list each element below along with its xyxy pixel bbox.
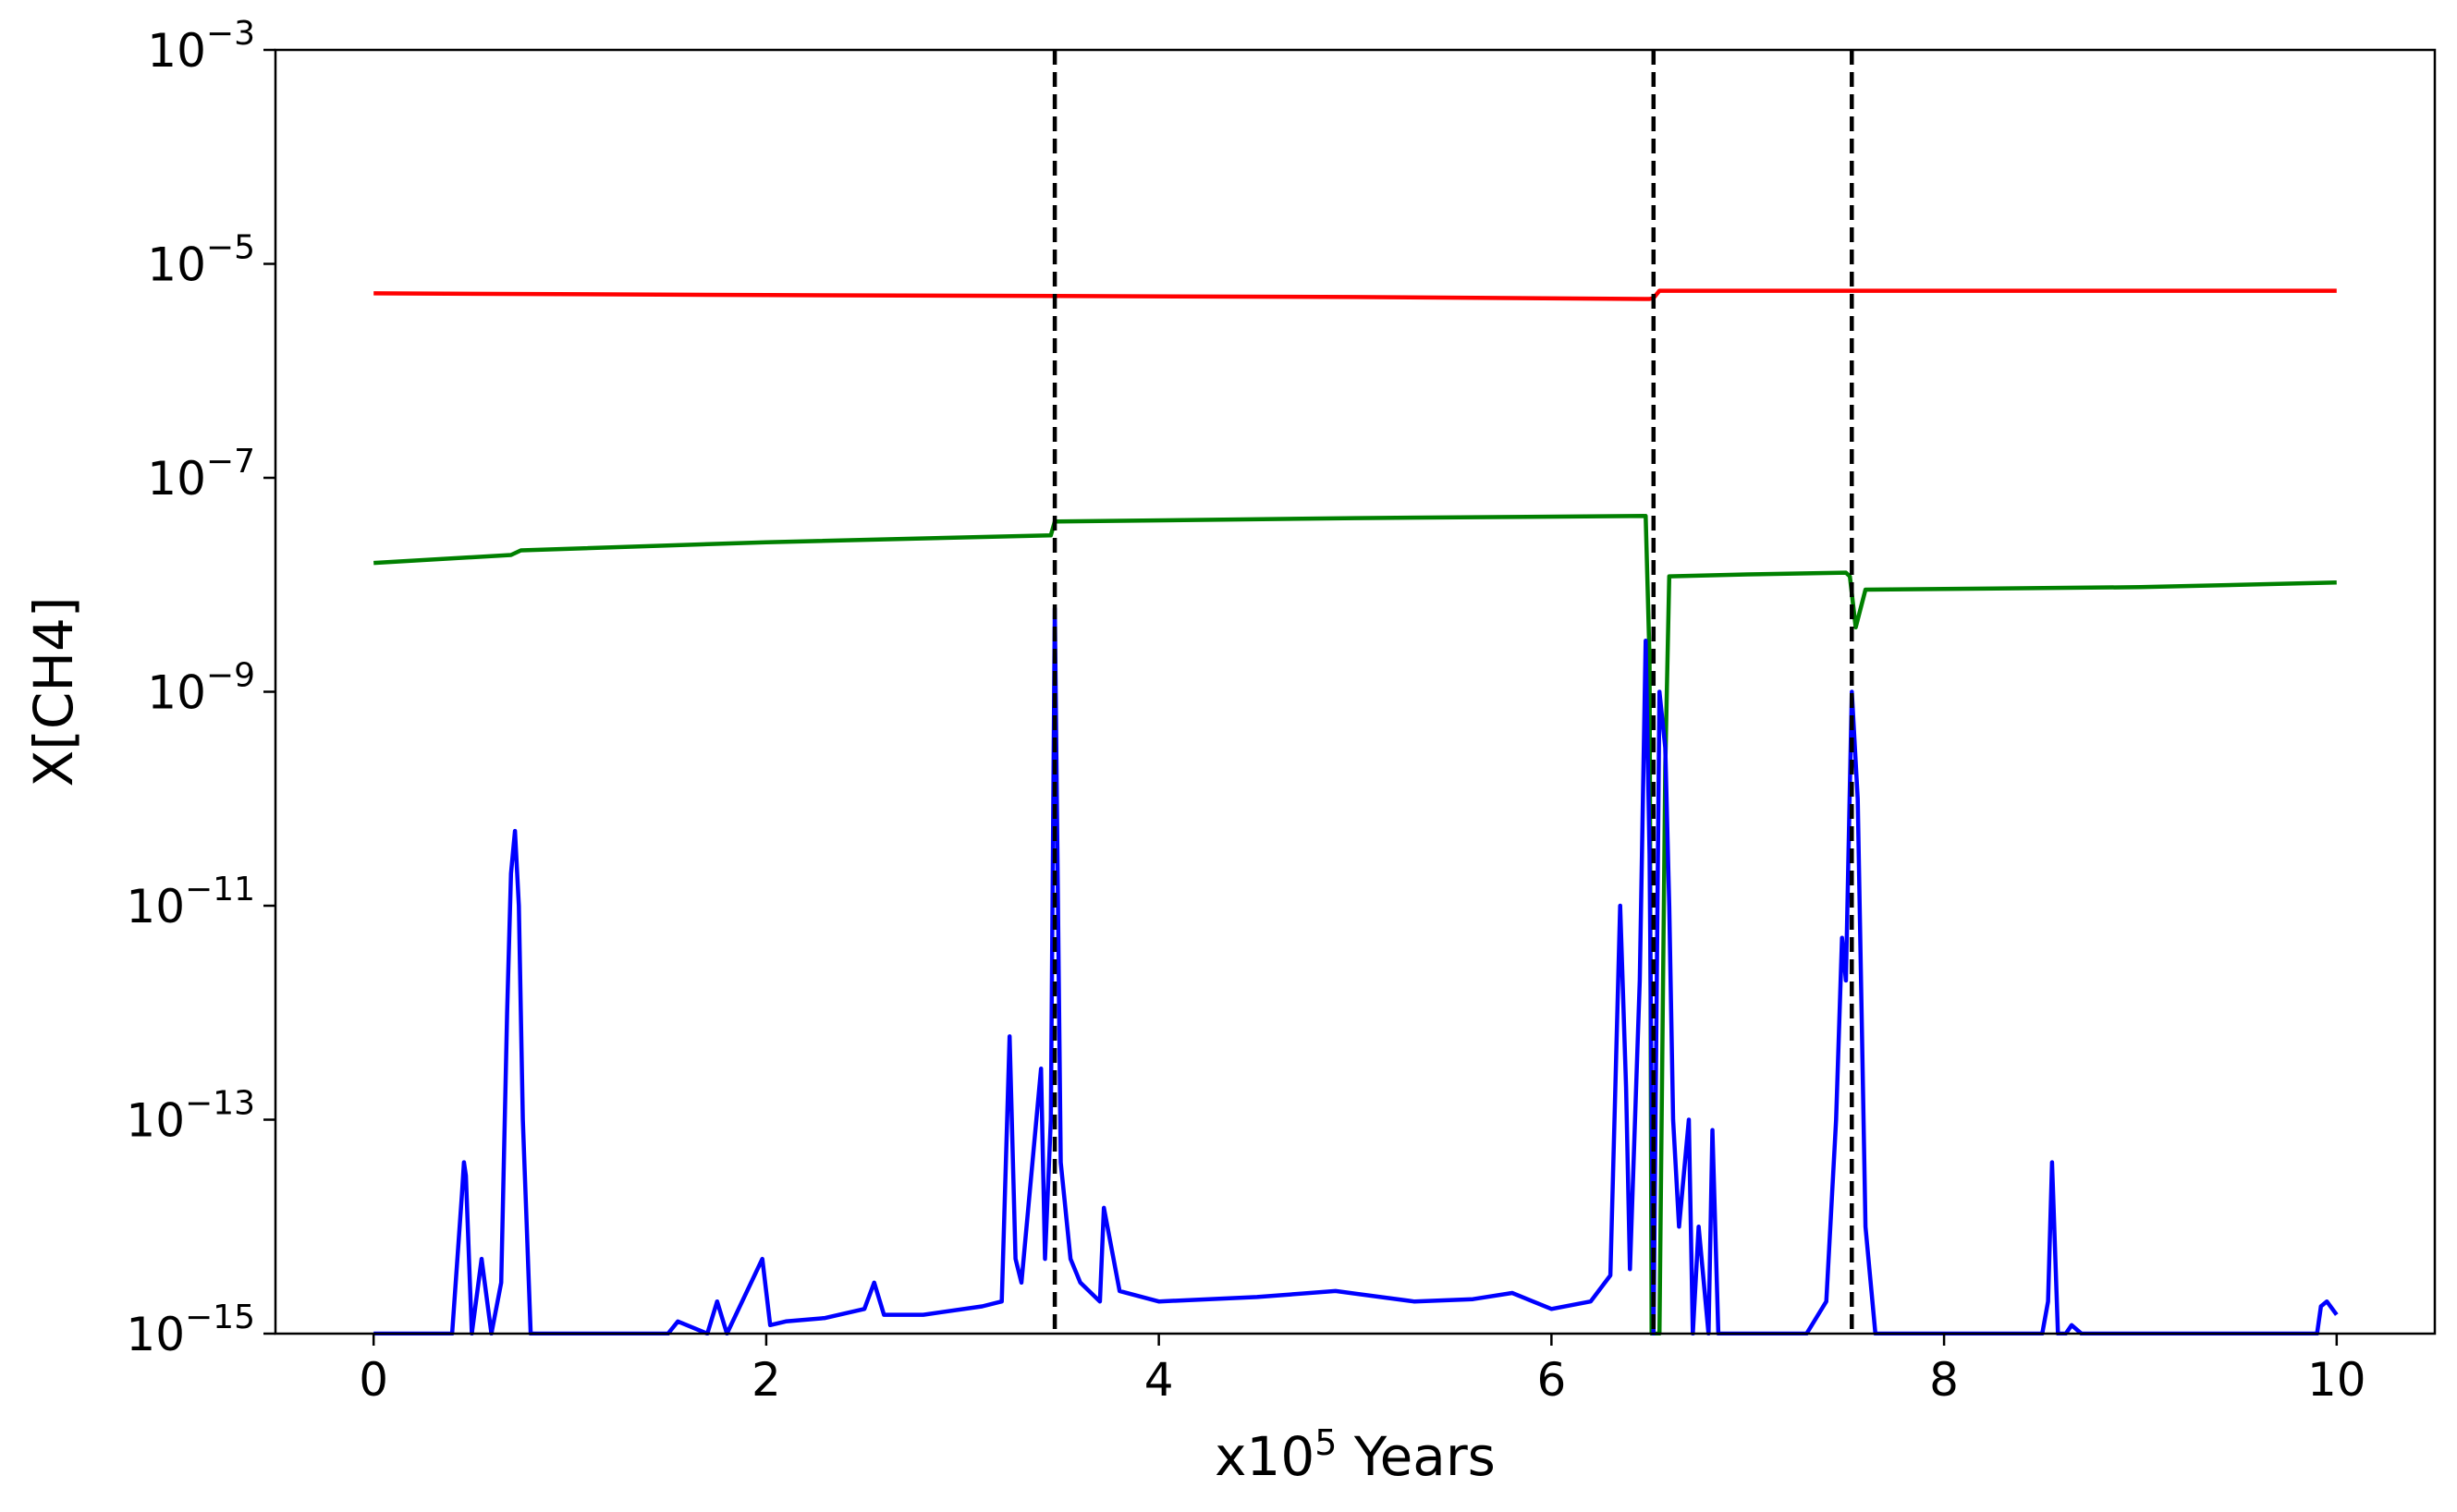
y-tick-label: 10−9 <box>147 657 255 720</box>
vertical-markers <box>1052 50 1854 1334</box>
x-axis-label-suffix: Years <box>1337 1425 1495 1488</box>
x-axis-label-exponent: 5 <box>1314 1422 1337 1463</box>
series-line-2 <box>373 606 2339 1335</box>
series-line-1 <box>373 514 2337 1335</box>
y-axis-ticks: 10−15 10−13 10−11 10−9 10−7 10−5 10−3 <box>126 15 275 1361</box>
series-line-0 <box>373 288 2337 301</box>
x-tick-label: 2 <box>752 1353 781 1407</box>
x-axis-label-prefix: x10 <box>1215 1425 1314 1488</box>
x-axis-label: x105 Years <box>1215 1422 1496 1488</box>
y-axis-label: X[CH4] <box>22 596 85 786</box>
x-tick-label: 10 <box>2307 1353 2366 1407</box>
y-tick-label: 10−7 <box>147 443 255 506</box>
y-tick-label: 10−15 <box>126 1299 255 1361</box>
plot-frame <box>274 48 2437 1335</box>
y-tick-label: 10−11 <box>126 871 255 933</box>
x-axis-ticks: 0 2 4 6 8 10 <box>359 1334 2366 1407</box>
x-tick-label: 8 <box>1929 1353 1959 1407</box>
x-tick-label: 0 <box>359 1353 388 1407</box>
plot-lines <box>373 288 2339 1335</box>
y-tick-label: 10−5 <box>147 229 255 292</box>
y-tick-label: 10−3 <box>147 15 255 78</box>
y-tick-label: 10−13 <box>126 1085 255 1148</box>
x-tick-label: 6 <box>1536 1353 1566 1407</box>
x-tick-label: 4 <box>1144 1353 1174 1407</box>
